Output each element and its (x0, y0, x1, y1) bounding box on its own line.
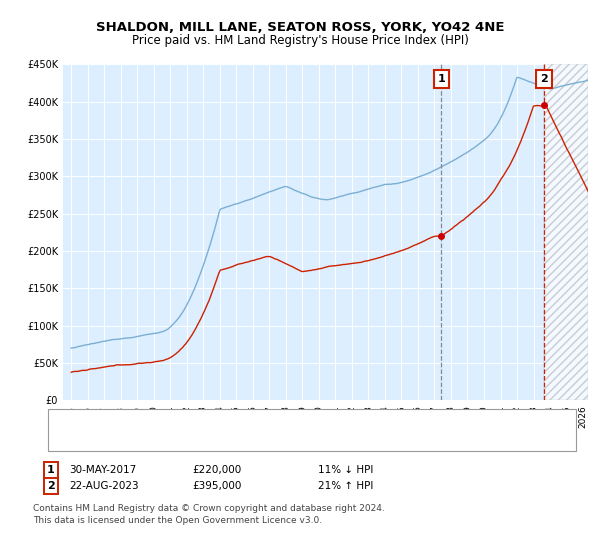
Text: SHALDON, MILL LANE, SEATON ROSS, YORK, YO42 4NE: SHALDON, MILL LANE, SEATON ROSS, YORK, Y… (96, 21, 504, 34)
Text: 22-AUG-2023: 22-AUG-2023 (69, 481, 139, 491)
Text: 1: 1 (437, 74, 445, 85)
Text: £395,000: £395,000 (192, 481, 241, 491)
Text: HPI: Average price, detached house, East Riding of Yorkshire: HPI: Average price, detached house, East… (94, 434, 410, 444)
Text: SHALDON, MILL LANE, SEATON ROSS, YORK, YO42 4NE (detached house): SHALDON, MILL LANE, SEATON ROSS, YORK, Y… (94, 417, 473, 426)
Bar (544, 64, 588, 400)
Text: 1: 1 (47, 465, 55, 475)
Bar (544, 64, 588, 400)
Text: Price paid vs. HM Land Registry's House Price Index (HPI): Price paid vs. HM Land Registry's House … (131, 34, 469, 46)
Text: £220,000: £220,000 (192, 465, 241, 475)
Text: 30-MAY-2017: 30-MAY-2017 (69, 465, 136, 475)
Text: 2: 2 (47, 481, 55, 491)
Text: Contains HM Land Registry data © Crown copyright and database right 2024.
This d: Contains HM Land Registry data © Crown c… (33, 504, 385, 525)
Text: 21% ↑ HPI: 21% ↑ HPI (318, 481, 373, 491)
Text: 2: 2 (540, 74, 548, 85)
Text: 11% ↓ HPI: 11% ↓ HPI (318, 465, 373, 475)
Bar (544, 64, 588, 400)
